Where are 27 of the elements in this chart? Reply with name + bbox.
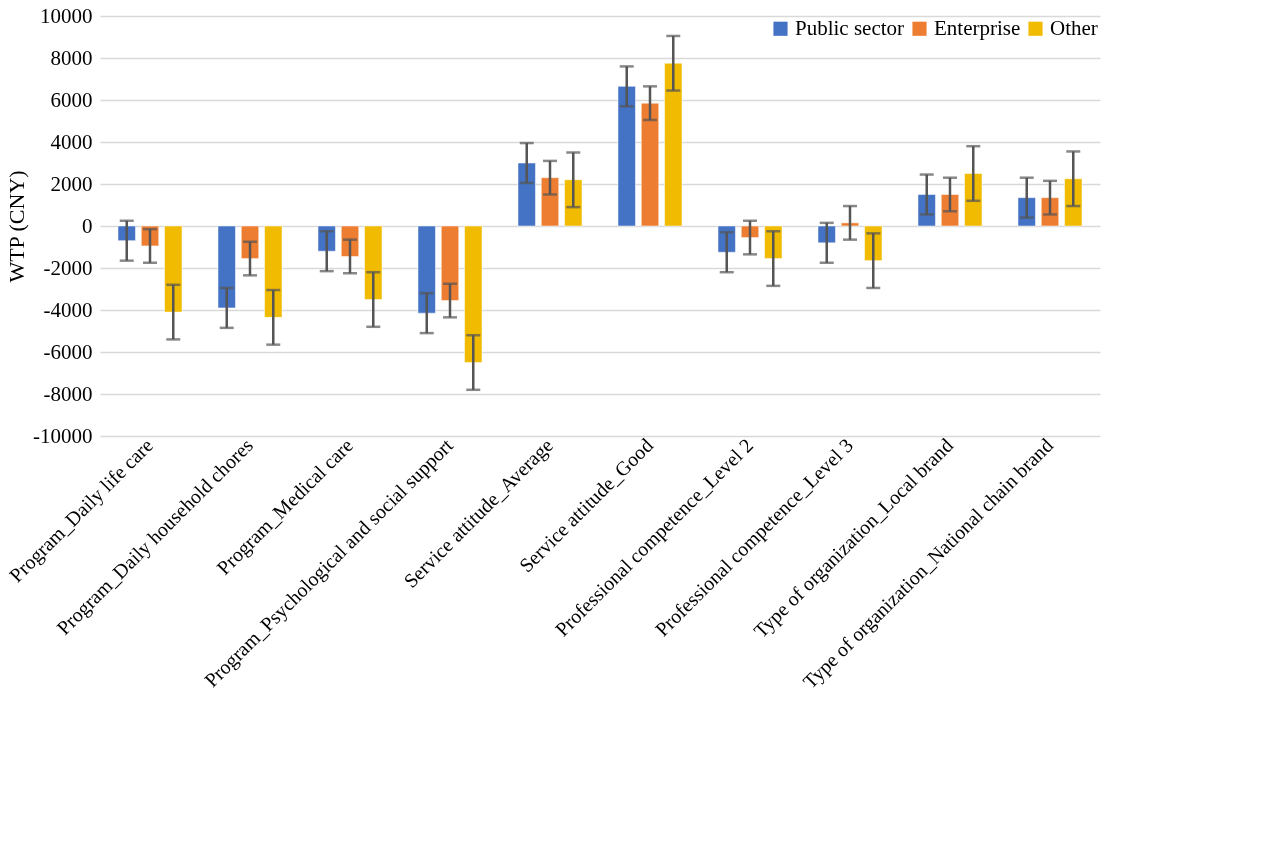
y-tick-label: 0 [82, 213, 93, 238]
y-tick-label: 2000 [50, 171, 93, 196]
y-tick-label: -10000 [33, 423, 93, 448]
bar [164, 225, 183, 313]
bar [217, 225, 236, 309]
bar [517, 162, 536, 227]
y-tick-label: -8000 [43, 381, 93, 406]
bar [617, 86, 636, 227]
bar [641, 102, 659, 227]
y-tick-label: -6000 [43, 339, 93, 364]
y-tick-label: 4000 [50, 129, 93, 154]
y-axis-title: WTP (CNY) [4, 170, 30, 283]
y-tick-label: -4000 [43, 297, 93, 322]
bar [664, 63, 683, 227]
bar [541, 177, 559, 227]
bar [417, 225, 436, 314]
legend-label: Other [1050, 15, 1098, 40]
legend-label: Enterprise [934, 15, 1021, 40]
legend-label: Public sector [795, 15, 905, 40]
y-tick-label: 8000 [50, 45, 93, 70]
y-tick-label: -2000 [43, 255, 93, 280]
bar [441, 225, 459, 301]
y-tick-label: 10000 [40, 3, 93, 28]
bar [264, 225, 283, 318]
bar [464, 225, 483, 363]
bar [364, 225, 383, 300]
y-tick-label: 6000 [50, 87, 93, 112]
